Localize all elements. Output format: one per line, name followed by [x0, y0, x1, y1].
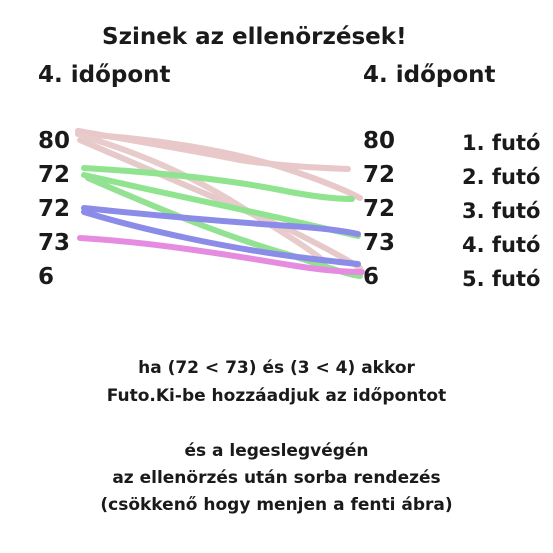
stroke-pink-2: [75, 131, 363, 201]
note-at-the-end: és a legeslegvégén: [184, 441, 369, 461]
note-condition: ha (72 < 73) és (3 < 4) akkor: [138, 358, 415, 378]
right-value-1: 80: [363, 128, 396, 154]
left-value-2: 72: [38, 162, 71, 188]
diagram-title: Szinek az ellenörzések!: [102, 24, 407, 50]
runner-label-2: 2. futó: [462, 165, 541, 189]
note-add-timepoint: Futo.Ki-be hozzáadjuk az időpontot: [106, 386, 447, 406]
right-value-3: 72: [363, 196, 396, 222]
left-value-1: 80: [38, 128, 71, 154]
stroke-pink-4: [79, 133, 328, 265]
left-column-header: 4. időpont: [38, 62, 171, 88]
note-descending: (csökkenő hogy menjen a fenti ábra): [100, 495, 453, 515]
runner-label-1: 1. futó: [462, 131, 541, 155]
left-value-4: 73: [38, 230, 71, 256]
runner-label-3: 3. futó: [462, 199, 541, 223]
stroke-green-1: [81, 165, 355, 202]
right-value-4: 73: [363, 230, 396, 256]
stroke-blue-1: [81, 205, 361, 237]
left-value-5: 6: [38, 264, 55, 290]
stroke-magenta-1: [77, 235, 365, 275]
stroke-blue-2: [81, 209, 361, 267]
runner-label-4: 4. futó: [462, 233, 541, 257]
note-sort-after-check: az ellenörzés után sorba rendezés: [112, 468, 441, 488]
right-column-header: 4. időpont: [363, 62, 496, 88]
left-value-3: 72: [38, 196, 71, 222]
runner-label-5: 5. futó: [462, 267, 541, 291]
right-value-2: 72: [363, 162, 396, 188]
right-value-5: 6: [363, 264, 380, 290]
